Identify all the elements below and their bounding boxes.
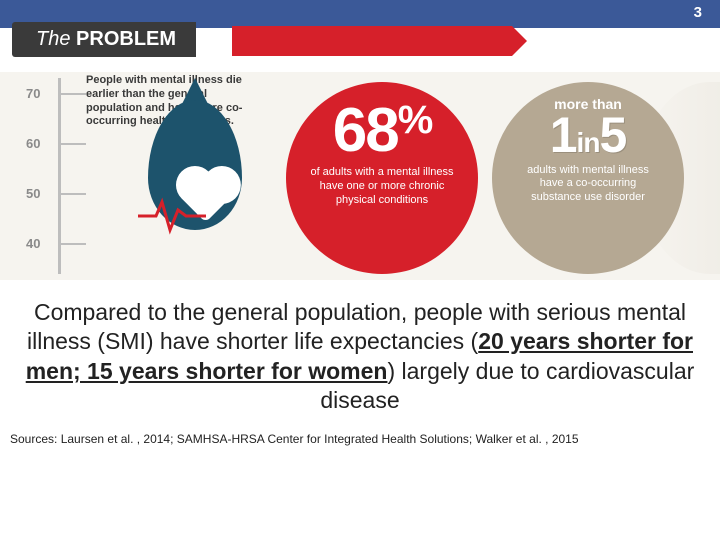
- stat-68-caption: of adults with a mental illness have one…: [286, 162, 478, 207]
- stat-circle-68: 68% of adults with a mental illness have…: [286, 82, 478, 274]
- digit-one: 1: [550, 107, 577, 163]
- infographic-area: 70 60 50 40 People with mental illness d…: [0, 72, 720, 280]
- tick-50: 50: [26, 186, 40, 201]
- body-paragraph: Compared to the general population, peop…: [0, 280, 720, 424]
- sources-citation: Sources: Laursen et al. , 2014; SAMHSA-H…: [0, 424, 720, 446]
- stat-value: 68%: [286, 100, 478, 162]
- y-axis: 70 60 50 40: [10, 78, 86, 274]
- ekg-line-icon: [138, 196, 248, 236]
- word-in: in: [577, 127, 600, 158]
- tick-line: [58, 93, 86, 95]
- tick-line: [58, 243, 86, 245]
- digit-five: 5: [599, 107, 626, 163]
- tick-line: [58, 193, 86, 195]
- title-row: The PROBLEM: [0, 28, 720, 72]
- stat-68-number: 68: [333, 96, 398, 165]
- tick-line: [58, 143, 86, 145]
- page-number: 3: [694, 4, 702, 21]
- title-bold: PROBLEM: [76, 28, 176, 50]
- ribbon-banner: [232, 26, 512, 56]
- droplet-graphic: [130, 92, 260, 262]
- tick-70: 70: [26, 86, 40, 101]
- title-light: The: [36, 28, 76, 50]
- tick-40: 40: [26, 236, 40, 251]
- title-pill: The PROBLEM: [12, 22, 196, 57]
- percent-sign: %: [398, 98, 432, 142]
- tick-60: 60: [26, 136, 40, 151]
- more-than-label: more than: [492, 96, 684, 112]
